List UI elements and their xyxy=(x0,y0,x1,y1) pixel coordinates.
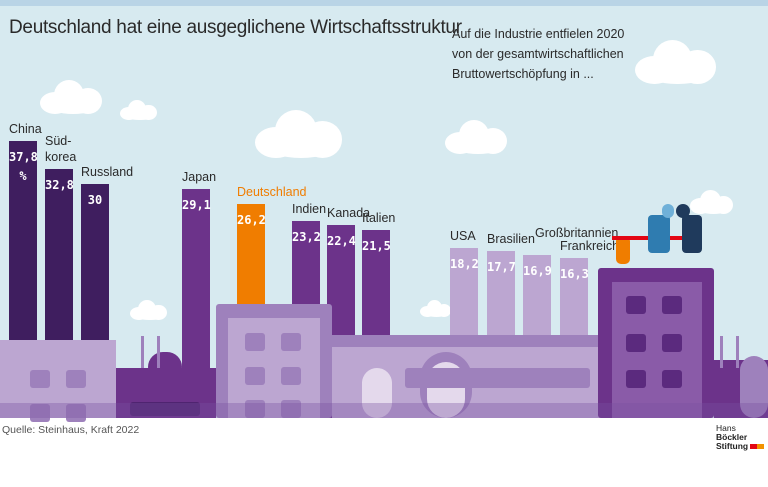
chart-subtitle: Auf die Industrie entfielen 2020 von der… xyxy=(452,27,625,81)
value-label: 32,8 xyxy=(45,177,74,192)
window xyxy=(662,370,682,388)
building-facade xyxy=(228,318,320,418)
logo-mark-red xyxy=(750,444,758,449)
value-label: 23,2 xyxy=(292,229,321,244)
ladder xyxy=(157,336,160,368)
window xyxy=(281,333,301,351)
logo-text: Hans xyxy=(716,423,736,433)
ladder xyxy=(720,336,723,368)
dome xyxy=(740,356,768,418)
logo-text: Böckler xyxy=(716,432,748,442)
window xyxy=(520,368,590,388)
worker-figure xyxy=(682,215,702,253)
category-label: Deutschland xyxy=(237,185,307,200)
value-label: 29,1 xyxy=(182,197,211,212)
window xyxy=(245,333,265,351)
category-label: China xyxy=(9,122,42,137)
pipe xyxy=(612,236,682,240)
worker-figure xyxy=(648,215,670,253)
building xyxy=(0,340,116,418)
value-label: 30 xyxy=(87,192,103,207)
window xyxy=(626,296,646,314)
window xyxy=(66,404,86,422)
window xyxy=(66,370,86,388)
value-label: 18,2 xyxy=(450,256,479,271)
window xyxy=(626,370,646,388)
top-border xyxy=(0,0,768,6)
logo-mark-orange xyxy=(757,444,765,449)
value-label: 17,7 xyxy=(487,259,516,274)
window xyxy=(662,296,682,314)
value-label: 16,9 xyxy=(523,264,552,279)
roof xyxy=(332,335,625,347)
category-label: Japan xyxy=(182,169,217,184)
window xyxy=(245,367,265,385)
category-label: Indien xyxy=(292,201,327,216)
window xyxy=(245,400,265,418)
window xyxy=(30,370,50,388)
arch-window xyxy=(362,368,392,418)
logo-text: Stiftung xyxy=(716,441,749,451)
category-label: Großbritannien xyxy=(535,226,619,241)
window xyxy=(130,402,200,416)
source-note: Quelle: Steinhaus, Kraft 2022 xyxy=(2,424,140,436)
category-label: Brasilien xyxy=(487,231,535,246)
ladder xyxy=(141,336,144,368)
hans-boeckler-logo: Hans Böckler Stiftung xyxy=(716,424,768,451)
window xyxy=(30,404,50,422)
worker-head xyxy=(662,204,674,218)
worker-head xyxy=(676,204,690,218)
category-label: Russland xyxy=(81,164,134,179)
value-label: 26,2 xyxy=(237,213,266,228)
category-label: USA xyxy=(450,228,476,243)
ladder xyxy=(736,336,739,368)
category-label: Süd- korea xyxy=(45,133,77,164)
category-label: Kanada xyxy=(327,206,371,221)
window xyxy=(281,367,301,385)
category-label: Italien xyxy=(362,211,396,226)
value-label: 16,3 xyxy=(560,267,589,282)
window xyxy=(281,400,301,418)
window xyxy=(662,334,682,352)
value-label: 22,4 xyxy=(327,234,356,249)
value-label: 37,8 % xyxy=(9,150,38,184)
lab-flask xyxy=(616,236,630,264)
window xyxy=(626,334,646,352)
ground-strip xyxy=(0,403,768,418)
chart-title: Deutschland hat eine ausgeglichene Wirts… xyxy=(9,17,462,38)
category-label: Frankreich xyxy=(560,239,620,254)
value-label: 21,5 xyxy=(362,239,391,254)
